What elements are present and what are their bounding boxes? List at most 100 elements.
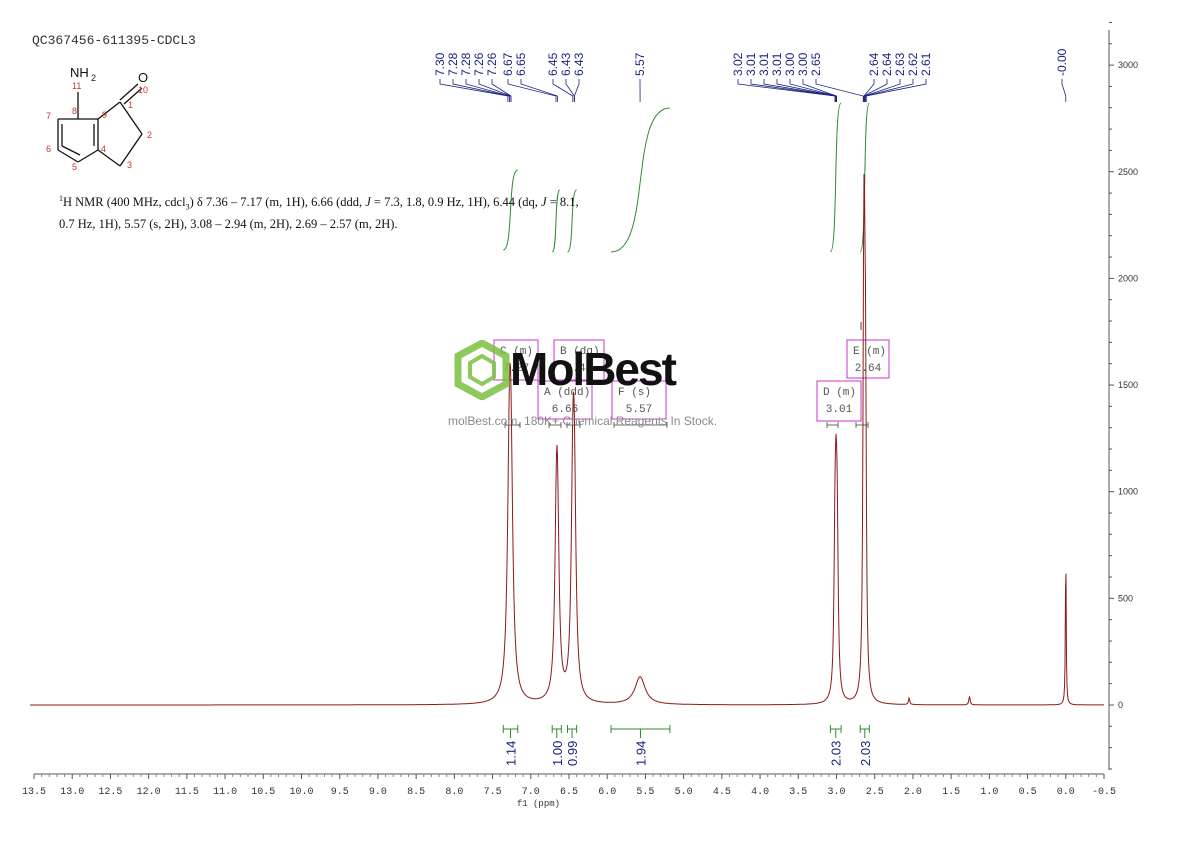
spectrum-trace xyxy=(30,173,1104,706)
peak-label: 2.65 xyxy=(809,52,823,76)
x-tick-label: 8.5 xyxy=(407,787,425,798)
nmr-description: 1H NMR (400 MHz, cdcl3) δ 7.36 – 7.17 (m… xyxy=(59,190,619,233)
bond xyxy=(119,133,143,167)
peak-label: 3.00 xyxy=(783,52,797,76)
double-bond xyxy=(119,83,139,101)
x-tick-label: 7.0 xyxy=(522,787,540,798)
oxygen-label: O xyxy=(138,70,148,85)
nmr-j2: J xyxy=(541,195,547,210)
multiplet-id: A (ddd) xyxy=(544,387,590,399)
peak-label-leader xyxy=(802,79,837,102)
nmr-text-rest1: ) δ 7.36 – 7.17 (m, 1H), 6.66 (ddd, xyxy=(189,195,366,210)
x-tick-label: 11.0 xyxy=(213,787,237,798)
integral-curve xyxy=(502,169,519,251)
sample-id: QC367456-611395-CDCL3 xyxy=(32,33,196,48)
integral-markers: 1.14 1.00 0.99 1.94 2.03 2.03 xyxy=(502,725,873,766)
bond xyxy=(57,149,79,163)
peak-label: 7.30 xyxy=(433,52,447,76)
bond xyxy=(97,149,121,167)
bond xyxy=(97,101,121,120)
peak-label-leader xyxy=(865,79,914,102)
atom-number: 9 xyxy=(102,110,107,120)
multiplet-box xyxy=(611,380,667,420)
y-tick-label: 0 xyxy=(1118,700,1123,710)
x-tick-label: 9.0 xyxy=(369,787,387,798)
integral-value: 2.03 xyxy=(858,741,873,766)
chart-axes: 13.5 13.0 12.5 12.0 11.5 11.0 10.5 10.0 9.5 9.0 8.… xyxy=(22,21,1138,809)
peak-label-leader xyxy=(573,79,580,102)
nmr-text-line2: 0.7 Hz, 1H), 5.57 (s, 2H), 3.08 – 2.94 (… xyxy=(59,216,398,231)
y-tick-label: 500 xyxy=(1118,593,1133,603)
y-tick-label: 3000 xyxy=(1118,60,1138,70)
multiplet-shift: 6.44 xyxy=(566,363,593,375)
atom-number: 8 xyxy=(72,106,77,116)
integral-value: 1.00 xyxy=(550,741,565,766)
x-tick-label: 13.5 xyxy=(22,787,46,798)
peak-label: 7.28 xyxy=(459,52,473,76)
peak-label: 7.26 xyxy=(472,52,486,76)
peak-label-leader xyxy=(776,79,837,102)
atom-number: 11 xyxy=(72,81,81,91)
atom-number: 1 xyxy=(128,100,133,110)
x-tick-label: 4.0 xyxy=(751,787,769,798)
nmr-text-sub: 3 xyxy=(185,202,190,212)
multiplet-shift: 2.64 xyxy=(855,363,882,375)
double-bond xyxy=(123,87,143,105)
peak-label-leader xyxy=(864,79,901,102)
atom-number: 5 xyxy=(72,162,77,172)
molbest-logo-icon xyxy=(454,340,510,400)
peak-label: 7.26 xyxy=(485,52,499,76)
peak-label: 2.63 xyxy=(893,52,907,76)
x-tick-label: 9.5 xyxy=(331,787,349,798)
nh2-label: NH xyxy=(70,65,89,80)
integral-value: 2.03 xyxy=(829,741,844,766)
bond xyxy=(119,101,143,135)
x-tick-label: 1.5 xyxy=(942,787,960,798)
x-axis-title: f1 (ppm) xyxy=(517,799,560,809)
peak-label: 6.67 xyxy=(501,52,515,76)
x-tick-label: 4.5 xyxy=(713,787,731,798)
x-tick-label: 12.0 xyxy=(137,787,161,798)
peak-label: 6.65 xyxy=(514,52,528,76)
peak-label: 3.01 xyxy=(744,52,758,76)
watermark-logo-text: MolBest xyxy=(510,343,677,395)
x-tick-label: 0.5 xyxy=(1019,787,1037,798)
nmr-j1: J xyxy=(365,195,371,210)
x-tick-label: 0.0 xyxy=(1057,787,1075,798)
integral-curve xyxy=(829,102,842,253)
peak-label: 6.43 xyxy=(559,52,573,76)
integral-curve xyxy=(566,189,578,253)
peak-label-leader xyxy=(863,79,888,102)
y-tick-label: 2000 xyxy=(1118,273,1138,283)
x-tick-label: 11.5 xyxy=(175,787,199,798)
x-tick-label: 3.5 xyxy=(789,787,807,798)
x-tick-label: -0.5 xyxy=(1092,787,1116,798)
x-tick-label: 2.0 xyxy=(904,787,922,798)
x-tick-label: 1.0 xyxy=(980,787,998,798)
peak-label-leader xyxy=(452,79,510,102)
multiplet-shift: 5.57 xyxy=(626,404,652,416)
peak-label-leader xyxy=(439,79,509,102)
multiplet-box xyxy=(537,380,593,420)
x-tick-label: 5.5 xyxy=(636,787,654,798)
peak-label: 3.01 xyxy=(757,52,771,76)
peak-label-leader xyxy=(491,79,512,102)
x-tick-label: 10.5 xyxy=(251,787,275,798)
atom-number: 3 xyxy=(127,160,132,170)
peak-label-leader xyxy=(865,79,927,102)
x-tick-label: 6.5 xyxy=(560,787,578,798)
watermark-tagline: molBest.com, 180K+ Chemical Reagents In … xyxy=(448,414,718,428)
peak-label-leader xyxy=(507,79,557,102)
peak-label-leader xyxy=(815,79,864,102)
double-bond xyxy=(61,145,81,156)
nmr-text-rest3: = 8.1, xyxy=(546,195,579,210)
peak-label: 7.28 xyxy=(446,52,460,76)
peak-label: 2.62 xyxy=(906,52,920,76)
peak-label: 3.00 xyxy=(796,52,810,76)
integral-value: 1.94 xyxy=(633,741,648,766)
x-tick-label: 6.0 xyxy=(598,787,616,798)
y-tick-label: 1000 xyxy=(1118,487,1138,497)
integral-curve xyxy=(551,189,561,253)
multiplet-box xyxy=(846,339,890,379)
